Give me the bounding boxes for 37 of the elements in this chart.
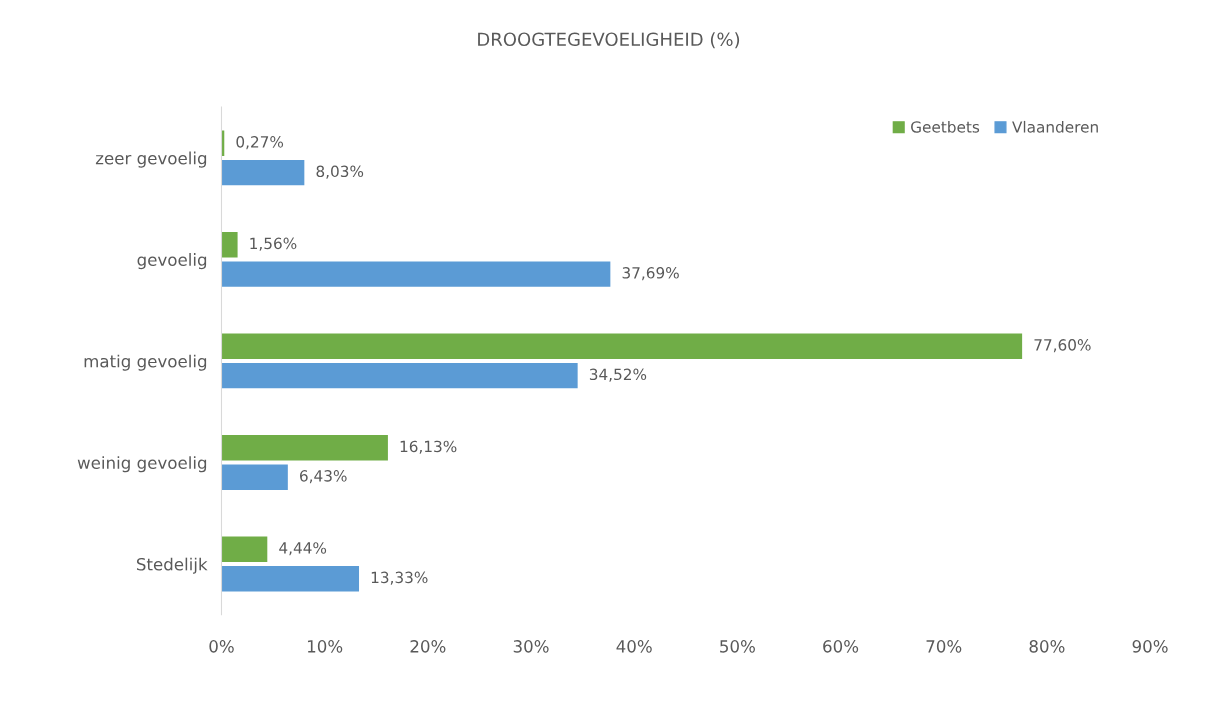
data-label: 1,56% bbox=[250, 237, 297, 251]
x-tick-label: 60% bbox=[823, 640, 859, 653]
bar bbox=[221, 159, 305, 186]
x-tick-label: 20% bbox=[410, 640, 446, 653]
bar bbox=[221, 536, 268, 562]
chart-title: DROOGTEGEVOELIGHEID (%) bbox=[478, 32, 740, 49]
bar bbox=[221, 333, 1023, 359]
data-label: 37,69% bbox=[622, 267, 679, 281]
x-tick-label: 80% bbox=[1029, 640, 1065, 653]
data-label: 34,52% bbox=[589, 368, 647, 382]
legend-label: Vlaanderen bbox=[1012, 120, 1098, 133]
data-label: 77,60% bbox=[1034, 339, 1091, 353]
bar bbox=[221, 232, 238, 258]
x-tick-label: 70% bbox=[926, 640, 962, 653]
x-tick-label: 40% bbox=[616, 640, 652, 653]
y-tick-label: matig gevoelig bbox=[84, 354, 207, 371]
x-tick-label: 90% bbox=[1132, 640, 1168, 653]
bar bbox=[221, 464, 288, 490]
data-label: 16,13% bbox=[400, 440, 457, 454]
data-label: 13,33% bbox=[371, 571, 428, 585]
x-tick-label: 30% bbox=[513, 640, 549, 653]
legend-label: Geetbets bbox=[911, 120, 980, 133]
x-tick-label: 50% bbox=[720, 640, 755, 653]
bar bbox=[221, 566, 360, 592]
data-label: 8,03% bbox=[316, 165, 364, 179]
y-tick-label: zeer gevoelig bbox=[95, 151, 207, 168]
y-tick-label: Stedelijk bbox=[136, 557, 208, 574]
y-tick-label: gevoelig bbox=[137, 253, 207, 270]
x-tick-label: 0% bbox=[209, 640, 234, 653]
bar bbox=[221, 362, 578, 389]
bar bbox=[221, 435, 388, 461]
x-tick-label: 10% bbox=[307, 640, 343, 653]
data-label: 0,27% bbox=[236, 136, 284, 150]
data-label: 4,44% bbox=[279, 542, 327, 556]
y-tick-label: weinig gevoelig bbox=[77, 456, 207, 473]
bar bbox=[221, 261, 611, 287]
data-label: 6,43% bbox=[300, 470, 347, 484]
